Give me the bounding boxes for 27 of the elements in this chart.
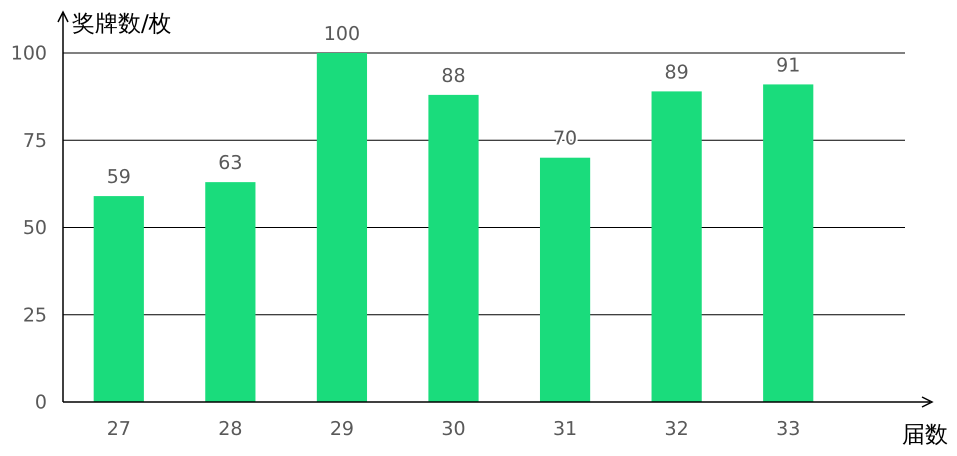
data-label: 59 bbox=[106, 166, 131, 188]
y-tick-label: 25 bbox=[22, 304, 47, 326]
bar bbox=[652, 91, 702, 402]
y-tick-label: 100 bbox=[10, 42, 47, 65]
x-tick-label: 32 bbox=[664, 418, 689, 440]
x-tick-label: 29 bbox=[330, 418, 354, 440]
y-axis-title: 奖牌数/枚 bbox=[72, 11, 172, 37]
bar bbox=[316, 53, 368, 402]
bar bbox=[540, 158, 590, 402]
bar bbox=[205, 182, 256, 402]
x-tick-label: 33 bbox=[776, 418, 800, 440]
y-tick-label: 50 bbox=[22, 217, 47, 240]
x-tick-label: 27 bbox=[106, 418, 131, 440]
data-label: 100 bbox=[324, 23, 360, 45]
x-tick-label: 30 bbox=[441, 418, 466, 440]
y-tick-label: 0 bbox=[34, 392, 47, 414]
data-label: 63 bbox=[218, 152, 242, 174]
y-tick-label: 75 bbox=[22, 130, 47, 152]
bar bbox=[428, 94, 479, 402]
bar bbox=[94, 196, 144, 402]
bar bbox=[763, 84, 814, 402]
x-axis-title: 届数 bbox=[902, 422, 948, 448]
x-tick-label: 31 bbox=[552, 418, 578, 440]
data-label: 91 bbox=[776, 54, 800, 76]
data-label: 88 bbox=[441, 64, 466, 87]
data-label: 89 bbox=[664, 61, 689, 84]
x-tick-label: 28 bbox=[218, 418, 242, 440]
